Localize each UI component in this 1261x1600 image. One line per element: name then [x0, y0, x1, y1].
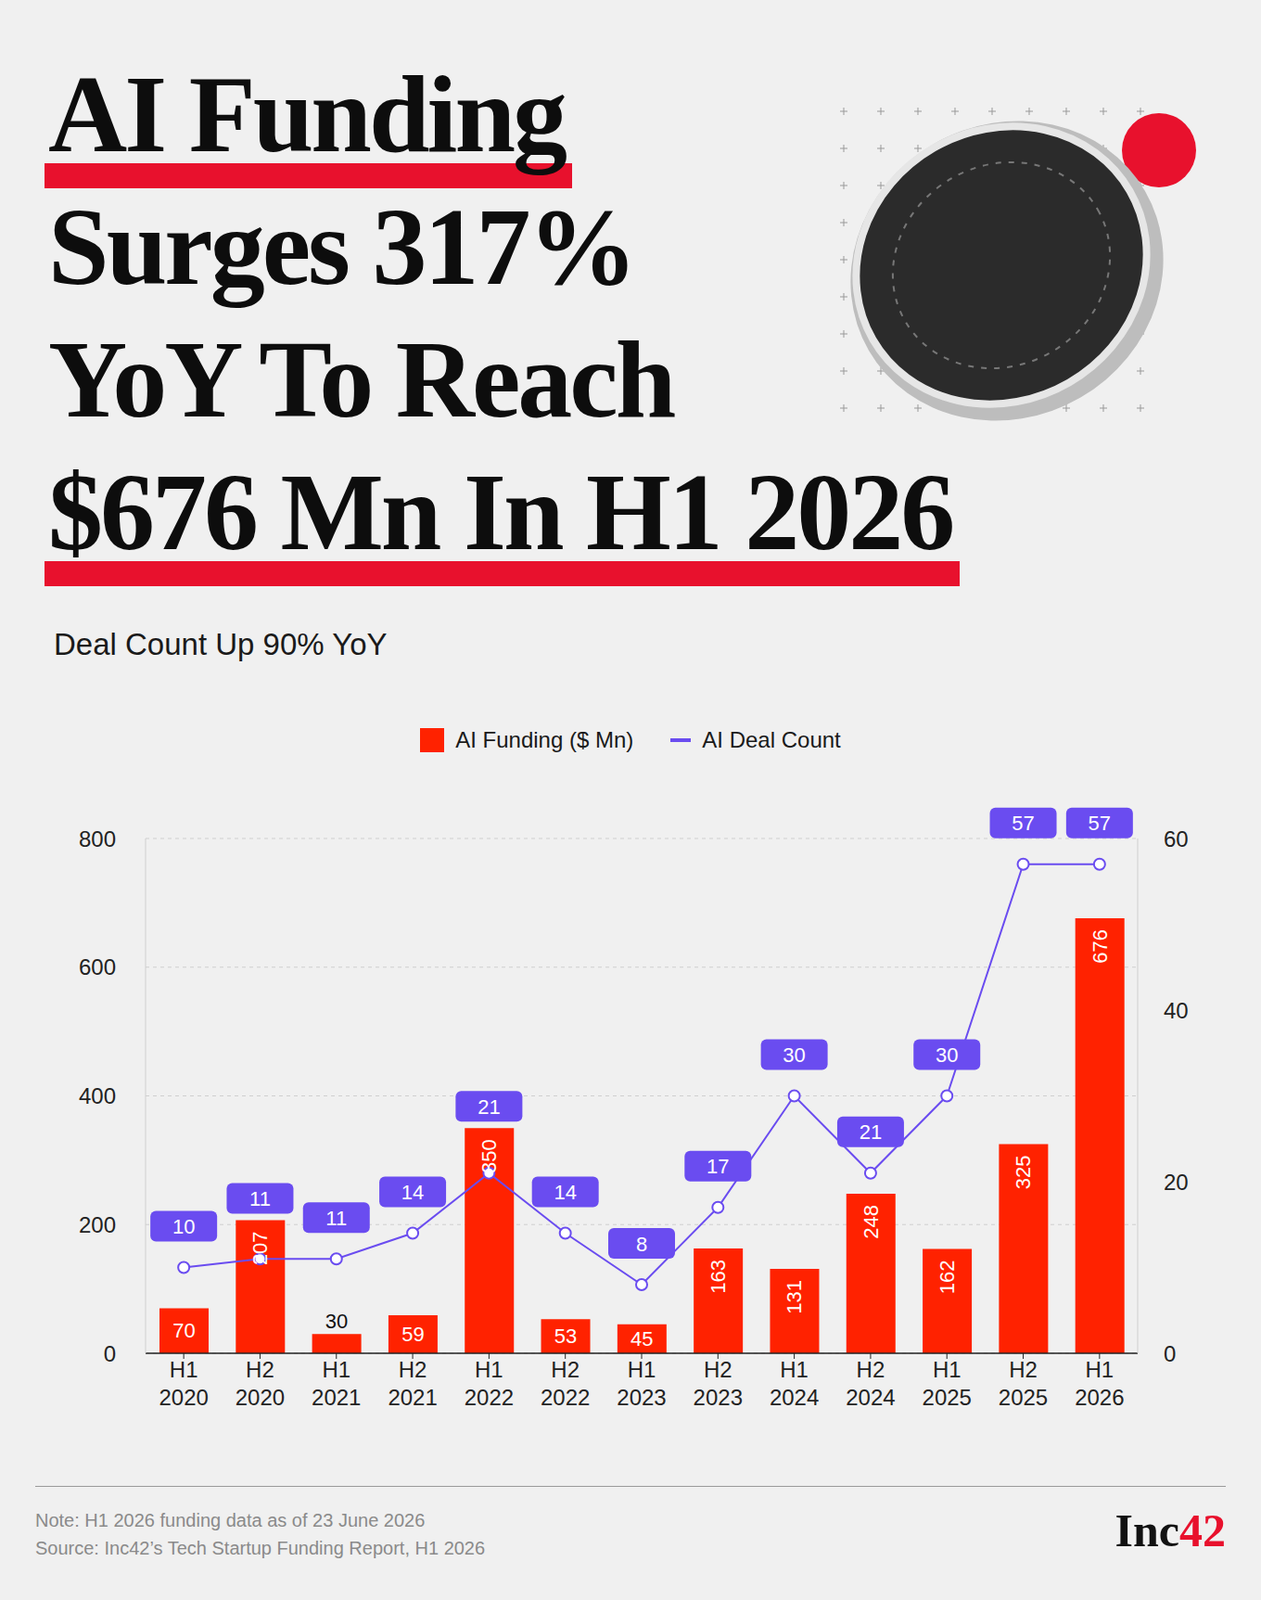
html-text:AI Deal Count: AI Deal Count — [702, 726, 841, 752]
svg-text:H12021: H12021 — [311, 1356, 361, 1410]
svg-text:59: 59 — [401, 1322, 424, 1346]
svg-text:14: 14 — [553, 1180, 576, 1204]
svg-text:H22024: H22024 — [845, 1356, 895, 1410]
svg-text:14: 14 — [401, 1180, 424, 1204]
svg-text:H22025: H22025 — [998, 1356, 1048, 1410]
svg-text:57: 57 — [1011, 811, 1034, 835]
svg-text:325: 325 — [1011, 1155, 1035, 1190]
svg-text:H12025: H12025 — [922, 1356, 972, 1410]
svg-text:248: 248 — [859, 1204, 883, 1239]
svg-text:20: 20 — [1163, 1169, 1189, 1195]
svg-text:17: 17 — [706, 1154, 729, 1178]
html-text:Inc 42: Inc 42 — [1114, 1503, 1226, 1556]
svg-text:207: 207 — [248, 1230, 272, 1265]
html-text:Surges 317%: Surges 317% — [48, 186, 635, 308]
svg-text:0: 0 — [1163, 1340, 1176, 1366]
svg-text:676: 676 — [1088, 929, 1112, 964]
svg-text:21: 21 — [859, 1120, 882, 1144]
svg-text:H22023: H22023 — [693, 1356, 743, 1410]
svg-text:70: 70 — [172, 1318, 195, 1342]
html-text:AI Funding ($ Mn): AI Funding ($ Mn) — [455, 726, 634, 752]
svg-text:10: 10 — [172, 1214, 195, 1238]
html-text:YoY To Reach: YoY To Reach — [48, 318, 674, 441]
svg-text:H12023: H12023 — [616, 1356, 666, 1410]
svg-text:30: 30 — [325, 1309, 348, 1333]
svg-text:H12022: H12022 — [464, 1356, 514, 1410]
html-text:AI Funding: AI Funding — [48, 53, 565, 176]
html-text:Deal Count Up 90% YoY: Deal Count Up 90% YoY — [53, 626, 388, 662]
svg-text:162: 162 — [935, 1260, 959, 1295]
svg-text:350: 350 — [477, 1138, 501, 1173]
svg-text:600: 600 — [78, 954, 116, 980]
svg-text:53: 53 — [554, 1324, 577, 1348]
svg-text:800: 800 — [78, 826, 116, 852]
svg-text:21: 21 — [477, 1095, 500, 1119]
svg-text:45: 45 — [630, 1326, 653, 1351]
svg-text:30: 30 — [782, 1043, 805, 1067]
svg-text:H12026: H12026 — [1074, 1356, 1124, 1410]
svg-text:H12020: H12020 — [158, 1356, 208, 1410]
svg-text:400: 400 — [78, 1082, 116, 1109]
svg-text:8: 8 — [636, 1232, 648, 1256]
svg-text:11: 11 — [249, 1186, 271, 1211]
svg-text:11: 11 — [325, 1206, 347, 1230]
html-text:Source: Inc42’s Tech Startup F: Source: Inc42’s Tech Startup Funding Rep… — [35, 1537, 486, 1558]
svg-text:40: 40 — [1163, 997, 1189, 1023]
html-text:Note: H1 2026 funding data as: Note: H1 2026 funding data as of 23 June… — [35, 1509, 425, 1530]
svg-text:163: 163 — [706, 1259, 730, 1294]
svg-text:30: 30 — [935, 1043, 958, 1067]
svg-text:H22022: H22022 — [540, 1356, 590, 1410]
svg-text:60: 60 — [1163, 826, 1189, 852]
svg-text:H22021: H22021 — [387, 1356, 437, 1410]
svg-text:0: 0 — [103, 1340, 116, 1366]
svg-text:200: 200 — [78, 1211, 116, 1237]
svg-text:H12024: H12024 — [769, 1356, 819, 1410]
html-text:$676 Mn In H1 2026: $676 Mn In H1 2026 — [48, 451, 953, 574]
svg-text:H22020: H22020 — [235, 1356, 285, 1410]
svg-text:131: 131 — [782, 1279, 806, 1314]
svg-text:57: 57 — [1088, 811, 1111, 835]
